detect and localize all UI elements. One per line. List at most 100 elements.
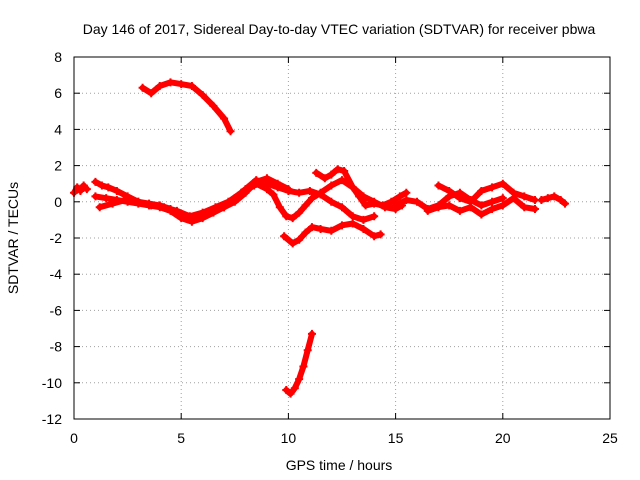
data-point [488, 205, 497, 214]
data-point [307, 223, 316, 232]
data-point [290, 384, 299, 393]
y-tick-label: -6 [50, 302, 63, 318]
data-point [434, 181, 443, 190]
data-point [91, 177, 100, 186]
y-tick-label: -2 [50, 230, 63, 246]
data-point [102, 194, 111, 203]
data-point [477, 186, 486, 195]
data-point [295, 188, 304, 197]
data-point [112, 186, 121, 195]
data-point [550, 192, 559, 201]
x-tick-label: 10 [281, 430, 297, 446]
data-point [275, 181, 284, 190]
series-trace [283, 330, 315, 397]
y-axis-label: SDTVAR / TECUs [5, 182, 21, 294]
x-axis-label: GPS time / hours [286, 457, 393, 473]
y-tick-label: -8 [50, 339, 63, 355]
data-point [338, 221, 346, 230]
data-point [537, 195, 546, 204]
data-point [252, 179, 261, 188]
data-point [275, 203, 284, 212]
data-point [455, 194, 464, 203]
data-point [305, 186, 314, 195]
data-point [312, 168, 321, 177]
data-point [530, 205, 539, 214]
data-point [262, 185, 271, 194]
data-point [316, 224, 325, 233]
data-point [280, 232, 289, 241]
data-point [147, 89, 156, 98]
data-point [172, 206, 181, 215]
data-point [395, 192, 404, 201]
data-point [498, 179, 507, 188]
data-point [220, 114, 229, 123]
data-point [391, 201, 400, 210]
data-point [295, 375, 304, 384]
axis-ticks: 0 5 10 15 20 25 -12 -10 -8 -6 -4 -2 0 2 4 6 8 [42, 49, 618, 446]
data-point [402, 195, 411, 204]
data-point [262, 176, 271, 185]
data-point [370, 232, 379, 241]
data-point [295, 208, 304, 217]
data-point [348, 219, 357, 228]
y-tick-label: 2 [54, 158, 62, 174]
data-point [138, 83, 147, 92]
data-point [282, 212, 291, 221]
data-point [237, 188, 246, 197]
data-point [560, 199, 569, 208]
data-point [166, 78, 175, 87]
data-point [509, 194, 518, 203]
x-tick-label: 15 [388, 430, 404, 446]
y-tick-label: -4 [50, 266, 63, 282]
data-series [70, 78, 569, 398]
data-point [327, 226, 336, 235]
data-point [402, 188, 411, 197]
data-point [338, 176, 346, 185]
data-point [466, 203, 475, 212]
data-point [282, 386, 291, 395]
data-point [76, 186, 85, 195]
data-point [288, 239, 297, 248]
data-point [370, 212, 379, 221]
data-point [359, 224, 368, 233]
data-point [95, 203, 104, 212]
data-point [327, 197, 336, 206]
data-point [333, 165, 342, 174]
data-point [348, 183, 357, 192]
data-point [307, 194, 316, 203]
series-trace [139, 79, 234, 135]
data-point [187, 81, 196, 90]
data-point [121, 195, 130, 204]
data-point [423, 206, 432, 215]
data-point [82, 185, 91, 194]
data-point [91, 192, 100, 201]
grid [74, 57, 610, 419]
x-tick-label: 20 [495, 430, 511, 446]
data-point [338, 203, 346, 212]
series-arc-1 [70, 181, 91, 197]
series-arc-5 [138, 78, 235, 136]
data-point [359, 215, 368, 224]
data-point [160, 203, 169, 212]
data-point [498, 194, 507, 203]
y-tick-label: 4 [54, 121, 62, 137]
x-tick-label: 0 [70, 430, 78, 446]
data-point [211, 203, 220, 212]
data-point [209, 101, 218, 110]
y-tick-label: 8 [54, 49, 62, 65]
series-arc-9 [282, 329, 316, 398]
data-point [316, 188, 325, 197]
data-point [303, 346, 312, 355]
data-point [226, 127, 235, 136]
data-point [295, 235, 304, 244]
data-point [187, 217, 196, 226]
data-point [97, 181, 106, 190]
data-point [134, 197, 143, 206]
data-point [355, 192, 364, 201]
series-arc-8 [280, 219, 385, 248]
data-point [520, 192, 529, 201]
x-tick-label: 25 [602, 430, 618, 446]
data-point [155, 81, 164, 90]
series-arc-7 [312, 165, 411, 210]
